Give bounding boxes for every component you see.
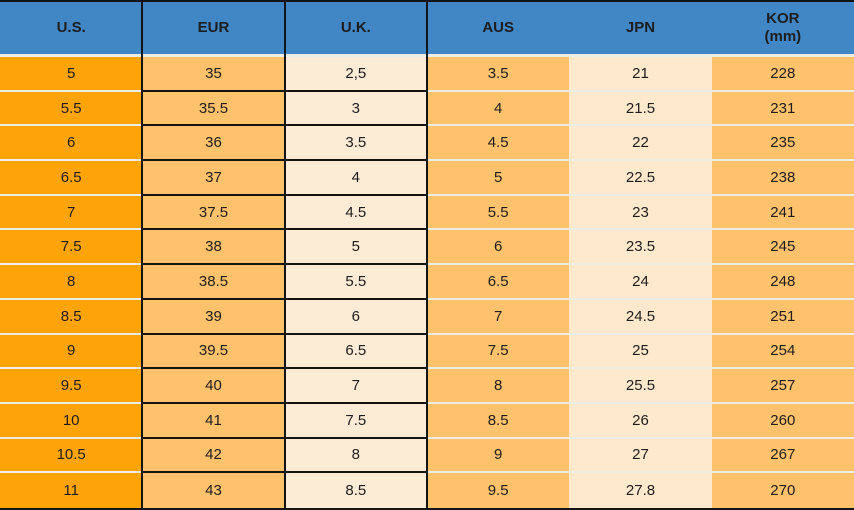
cell-jpn: 23.5 bbox=[569, 230, 712, 266]
column-header-aus-label: AUS bbox=[482, 19, 514, 36]
cell-kor: 248 bbox=[711, 265, 854, 300]
cell-uk: 2,5 bbox=[284, 57, 427, 92]
cell-us: 7.5 bbox=[0, 230, 143, 266]
cell-jpn: 21 bbox=[569, 57, 712, 92]
cell-kor: 241 bbox=[711, 195, 854, 231]
cell-jpn: 23 bbox=[569, 195, 712, 231]
column-header-jpn-label: JPN bbox=[625, 19, 656, 36]
cell-eur: 38 bbox=[142, 230, 285, 266]
cell-jpn: 25 bbox=[569, 334, 712, 370]
cell-us: 5.5 bbox=[0, 91, 143, 127]
cell-us: 11 bbox=[0, 473, 143, 508]
cell-aus: 8 bbox=[426, 369, 570, 404]
cell-us: 10 bbox=[0, 403, 143, 439]
cell-us: 5 bbox=[0, 57, 143, 92]
cell-aus: 7.5 bbox=[426, 334, 570, 370]
cell-jpn: 26 bbox=[569, 403, 712, 439]
cell-kor: 260 bbox=[711, 403, 854, 439]
cell-kor: 245 bbox=[711, 230, 854, 266]
cell-eur: 36 bbox=[142, 126, 285, 162]
column-divider bbox=[141, 0, 144, 510]
cell-eur: 37.5 bbox=[142, 195, 285, 231]
column-divider bbox=[283, 0, 286, 510]
cell-jpn: 27 bbox=[569, 438, 712, 474]
cell-eur: 40 bbox=[142, 369, 285, 404]
cell-us: 8 bbox=[0, 265, 143, 300]
cell-eur: 38.5 bbox=[142, 265, 285, 300]
cell-aus: 5.5 bbox=[426, 195, 570, 231]
column-header-eur: EUR bbox=[142, 2, 285, 57]
cell-kor: 257 bbox=[711, 369, 854, 404]
cell-jpn: 24.5 bbox=[569, 299, 712, 335]
cell-uk: 8 bbox=[284, 438, 427, 474]
cell-us: 10.5 bbox=[0, 438, 143, 474]
cell-aus: 3.5 bbox=[426, 57, 570, 92]
cell-jpn: 27.8 bbox=[569, 473, 712, 508]
cell-aus: 7 bbox=[426, 299, 570, 335]
column-header-kor-unit: (mm) bbox=[764, 28, 802, 45]
cell-jpn: 24 bbox=[569, 265, 712, 300]
cell-uk: 6 bbox=[284, 299, 427, 335]
cell-kor: 254 bbox=[711, 334, 854, 370]
cell-us: 6 bbox=[0, 126, 143, 162]
column-header-us: U.S. bbox=[0, 2, 143, 57]
cell-aus: 9 bbox=[426, 438, 570, 474]
cell-uk: 6.5 bbox=[284, 334, 427, 370]
cell-aus: 6.5 bbox=[426, 265, 570, 300]
cell-uk: 4 bbox=[284, 161, 427, 196]
column-header-uk-label: U.K. bbox=[340, 19, 371, 36]
cell-uk: 3.5 bbox=[284, 126, 427, 162]
cell-eur: 37 bbox=[142, 161, 285, 196]
cell-uk: 8.5 bbox=[284, 473, 427, 508]
cell-jpn: 22 bbox=[569, 126, 712, 162]
cell-jpn: 22.5 bbox=[569, 161, 712, 196]
cell-uk: 4.5 bbox=[284, 195, 427, 231]
cell-eur: 43 bbox=[142, 473, 285, 508]
cell-uk: 5.5 bbox=[284, 265, 427, 300]
cell-aus: 9.5 bbox=[426, 473, 570, 508]
column-header-kor-label: KOR bbox=[766, 10, 800, 27]
cell-jpn: 25.5 bbox=[569, 369, 712, 404]
cell-aus: 8.5 bbox=[426, 403, 570, 439]
cell-us: 7 bbox=[0, 195, 143, 231]
cell-us: 9.5 bbox=[0, 369, 143, 404]
cell-uk: 7.5 bbox=[284, 403, 427, 439]
cell-eur: 35.5 bbox=[142, 91, 285, 127]
cell-uk: 3 bbox=[284, 91, 427, 127]
cell-kor: 228 bbox=[711, 57, 854, 92]
cell-eur: 39.5 bbox=[142, 334, 285, 370]
cell-kor: 267 bbox=[711, 438, 854, 474]
cell-aus: 6 bbox=[426, 230, 570, 266]
cell-jpn: 21.5 bbox=[569, 91, 712, 127]
cell-kor: 235 bbox=[711, 126, 854, 162]
cell-us: 9 bbox=[0, 334, 143, 370]
cell-aus: 4.5 bbox=[426, 126, 570, 162]
column-header-uk: U.K. bbox=[284, 2, 427, 57]
cell-uk: 7 bbox=[284, 369, 427, 404]
cell-eur: 35 bbox=[142, 57, 285, 92]
column-header-eur-label: EUR bbox=[197, 19, 230, 36]
cell-kor: 231 bbox=[711, 91, 854, 127]
cell-aus: 5 bbox=[426, 161, 570, 196]
column-header-jpn: JPN bbox=[569, 2, 712, 57]
cell-aus: 4 bbox=[426, 91, 570, 127]
cell-kor: 238 bbox=[711, 161, 854, 196]
column-header-us-label: U.S. bbox=[56, 19, 86, 36]
column-header-aus: AUS bbox=[426, 2, 570, 57]
cell-eur: 42 bbox=[142, 438, 285, 474]
cell-uk: 5 bbox=[284, 230, 427, 266]
cell-us: 8.5 bbox=[0, 299, 143, 335]
cell-eur: 39 bbox=[142, 299, 285, 335]
cell-kor: 270 bbox=[711, 473, 854, 508]
cell-eur: 41 bbox=[142, 403, 285, 439]
cell-us: 6.5 bbox=[0, 161, 143, 196]
column-divider bbox=[426, 0, 428, 510]
column-header-kor: KOR (mm) bbox=[711, 2, 854, 57]
cell-kor: 251 bbox=[711, 299, 854, 335]
